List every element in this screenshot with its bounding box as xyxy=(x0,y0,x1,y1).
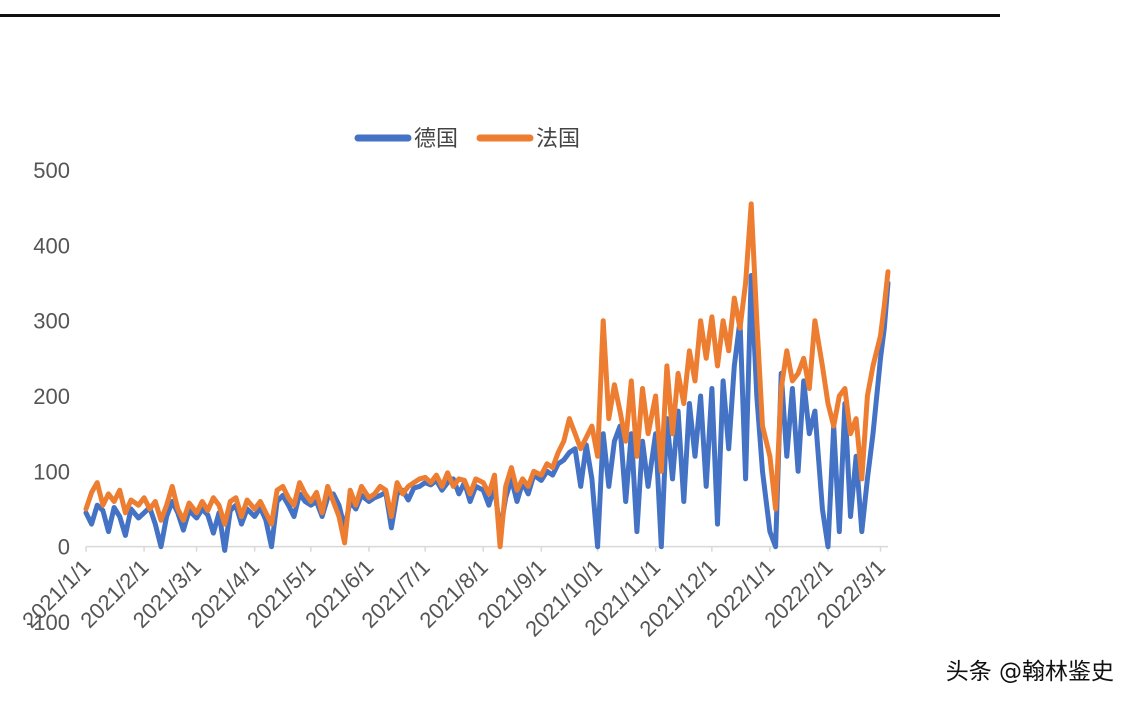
y-tick-label: 500 xyxy=(33,158,70,183)
y-tick-label: 100 xyxy=(33,459,70,484)
y-tick-label: 400 xyxy=(33,233,70,258)
y-tick-label: 0 xyxy=(58,535,70,560)
y-tick-label: 200 xyxy=(33,384,70,409)
series-line-france xyxy=(83,201,891,550)
top-rule xyxy=(0,14,1000,17)
y-tick-label: -100 xyxy=(26,610,70,635)
x-axis: 2021/1/12021/2/12021/3/12021/4/12021/5/1… xyxy=(17,545,890,641)
y-tick-label: 300 xyxy=(33,309,70,334)
legend-label: 法国 xyxy=(536,127,580,152)
legend-label: 德国 xyxy=(414,127,458,152)
series-line-germany xyxy=(83,273,891,553)
watermark: 头条 @翰林鉴史 xyxy=(945,659,1114,685)
plot-area xyxy=(83,201,891,553)
legend: 德国 法国 xyxy=(354,127,580,152)
y-axis: -100 0 100 200 300 400 500 xyxy=(26,158,70,635)
